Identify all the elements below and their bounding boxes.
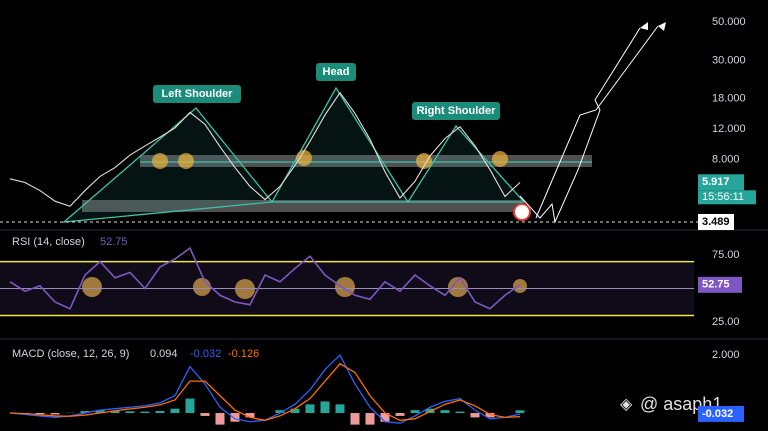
y-tick-label: 12.000	[712, 123, 746, 135]
histogram-bar	[155, 411, 165, 414]
annotation-box	[412, 102, 500, 120]
price-label: 5.917	[702, 176, 730, 188]
histogram-bar	[455, 411, 465, 414]
histogram-bar	[200, 413, 210, 416]
histogram-bar	[425, 408, 435, 414]
arrow-head	[658, 22, 666, 31]
marker	[296, 150, 312, 166]
rsi-current: 52.75	[702, 279, 730, 291]
histogram-bar	[305, 404, 315, 414]
histogram-bar	[380, 413, 390, 422]
pattern-triangles	[62, 86, 592, 223]
histogram-bar	[80, 411, 90, 414]
histogram-bar	[290, 408, 300, 414]
annotation: Head	[323, 66, 350, 78]
countdown: 15:56:11	[702, 191, 744, 203]
y-tick-label: 2.000	[712, 349, 740, 361]
marker	[178, 153, 194, 169]
arrow-head	[640, 22, 648, 30]
macd-legend-value: -0.032	[190, 348, 221, 360]
histogram-bar	[245, 413, 255, 418]
rsi-current-box	[698, 276, 742, 293]
histogram-bar	[440, 410, 450, 414]
watermark-logo: ◈	[620, 396, 633, 413]
projection-arrow	[535, 25, 659, 219]
histogram-bar	[410, 410, 420, 414]
histogram-bar	[230, 413, 240, 422]
price-line	[9, 91, 521, 207]
histogram-bar	[185, 398, 195, 414]
y-tick-label: 30.000	[712, 54, 746, 66]
right-shoulder-shape	[406, 124, 526, 203]
y-tick-label: 75.00	[712, 249, 740, 261]
histogram-bar	[35, 413, 45, 415]
marker	[152, 153, 168, 169]
histogram-bar	[125, 411, 135, 414]
left-shoulder-shape	[62, 107, 274, 223]
annotation-box	[153, 85, 241, 103]
y-tick-label: 8.000	[712, 154, 740, 166]
macd-current: -0.032	[702, 408, 733, 420]
low-label: 3.489	[702, 216, 730, 228]
histogram-bar	[110, 411, 120, 414]
rsi-title: RSI (14, close)	[12, 236, 85, 248]
histogram-bar	[95, 410, 105, 414]
support-band	[82, 200, 522, 212]
macd-legend-value: -0.126	[228, 348, 259, 360]
histogram-bar	[140, 411, 150, 414]
histogram-bar	[50, 413, 60, 415]
marker	[492, 151, 508, 167]
annotation-box	[316, 63, 356, 81]
annotation: Left Shoulder	[162, 88, 234, 100]
histogram-bar	[395, 413, 405, 416]
histogram-bar	[515, 410, 525, 414]
histogram-bar	[170, 408, 180, 414]
y-tick-label: 50.000	[712, 16, 746, 28]
macd-title: MACD (close, 12, 26, 9)	[12, 348, 129, 360]
projection-arrow	[519, 27, 641, 224]
marker	[513, 279, 527, 293]
low-label-box	[698, 213, 734, 230]
flag-icon	[513, 203, 531, 221]
price-label-box	[698, 174, 744, 191]
countdown-box	[698, 190, 756, 205]
rsi-legend-value: 52.75	[100, 236, 128, 248]
histogram-bar	[335, 404, 345, 414]
histogram-bar	[215, 413, 225, 425]
histogram-bar	[470, 413, 480, 418]
marker	[82, 277, 102, 297]
histogram-bar	[320, 401, 330, 414]
macd-legend-value: 0.094	[150, 348, 178, 360]
neckline-band	[140, 155, 592, 167]
histogram-bar	[350, 413, 360, 425]
y-tick-label: 25.00	[712, 316, 740, 328]
histogram-bar	[485, 413, 495, 418]
histogram-bar	[275, 410, 285, 414]
y-tick-label: 18.000	[712, 93, 746, 105]
head-shape	[270, 86, 410, 203]
marker	[416, 153, 432, 169]
annotation: Right Shoulder	[417, 105, 497, 117]
rsi-line	[9, 246, 521, 310]
macd-current-box	[698, 405, 744, 422]
histogram-bar	[365, 413, 375, 425]
macd-line	[9, 362, 521, 421]
